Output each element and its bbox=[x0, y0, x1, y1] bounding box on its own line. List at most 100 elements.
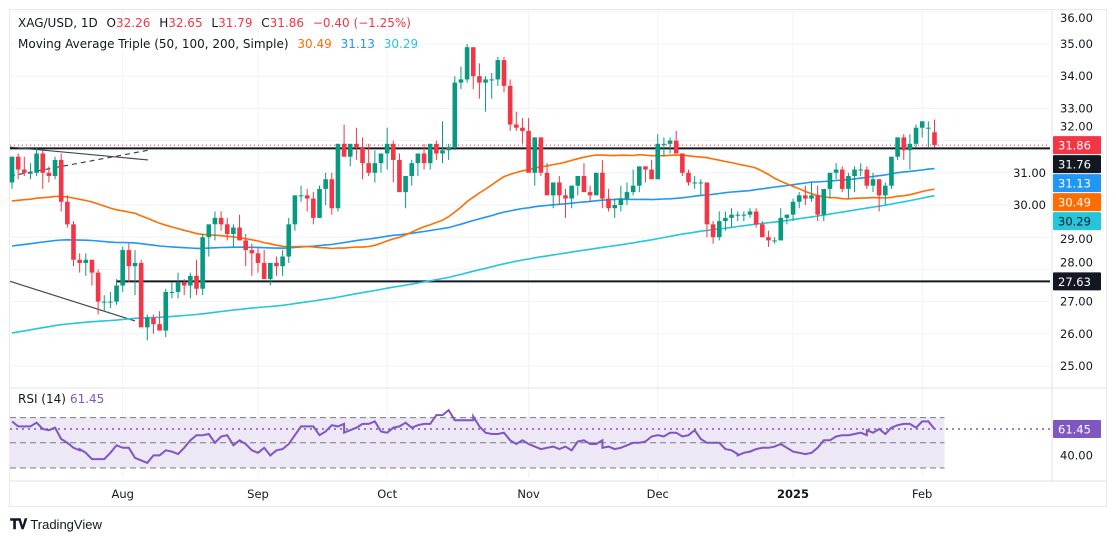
candle bbox=[673, 130, 679, 154]
candle-body bbox=[809, 195, 814, 199]
candle-body bbox=[846, 176, 851, 189]
candle bbox=[483, 76, 488, 112]
candle bbox=[237, 214, 242, 241]
symbol-label[interactable]: XAG/USD, 1D bbox=[18, 16, 98, 30]
candle bbox=[360, 137, 365, 180]
candle bbox=[46, 166, 52, 183]
candle-body bbox=[440, 150, 445, 154]
candle bbox=[434, 140, 439, 160]
candle bbox=[870, 172, 876, 193]
candle bbox=[587, 185, 593, 202]
brand-label: TradingView bbox=[30, 517, 102, 532]
candle bbox=[741, 211, 747, 222]
candle-body bbox=[434, 143, 439, 154]
chart-frame bbox=[9, 9, 1107, 507]
candle bbox=[77, 253, 82, 273]
candle-body bbox=[514, 124, 519, 128]
candle-body bbox=[489, 79, 494, 81]
tradingview-brand[interactable]: 𝐓𝐕 TradingView bbox=[10, 516, 102, 533]
candle bbox=[163, 288, 169, 338]
candle bbox=[83, 253, 89, 276]
candle bbox=[563, 188, 568, 218]
candle bbox=[661, 137, 667, 157]
candle-body bbox=[212, 217, 218, 225]
candle-body bbox=[698, 182, 704, 184]
candle bbox=[600, 159, 605, 209]
candle bbox=[329, 172, 335, 215]
candle bbox=[34, 147, 39, 177]
candle-body bbox=[790, 201, 796, 215]
candle-body bbox=[464, 47, 470, 80]
candle bbox=[864, 166, 870, 189]
candle-body bbox=[716, 221, 722, 238]
candle bbox=[22, 156, 27, 177]
close-label: C bbox=[261, 16, 270, 30]
candle-body bbox=[587, 192, 593, 196]
candle bbox=[846, 172, 851, 199]
candle-body bbox=[901, 137, 907, 151]
candle bbox=[446, 143, 451, 160]
candle bbox=[606, 188, 611, 212]
candle-body bbox=[710, 224, 716, 238]
candle bbox=[126, 243, 132, 283]
candle-body bbox=[89, 259, 95, 273]
candle-body bbox=[723, 217, 728, 222]
candle bbox=[9, 156, 15, 189]
candle bbox=[157, 311, 162, 331]
candle bbox=[261, 250, 267, 280]
candle-body bbox=[28, 172, 33, 174]
candle bbox=[753, 208, 759, 228]
ohlc-low: L31.79 bbox=[211, 16, 252, 30]
price-tag: 31.86 bbox=[1053, 136, 1101, 155]
ma-title[interactable]: Moving Average Triple (50, 100, 200, Sim… bbox=[18, 37, 289, 51]
candle-body bbox=[864, 169, 870, 186]
candle-body bbox=[255, 253, 261, 263]
rsi-title[interactable]: RSI (14) bbox=[18, 392, 66, 406]
price-tag: 31.76 bbox=[1053, 155, 1101, 174]
candle bbox=[630, 169, 636, 196]
candle-body bbox=[249, 250, 255, 254]
candle bbox=[618, 185, 624, 212]
candle-body bbox=[421, 153, 427, 164]
candle bbox=[778, 208, 784, 241]
close-value: 31.86 bbox=[269, 16, 305, 30]
high-value: 32.65 bbox=[168, 16, 203, 30]
candle-body bbox=[280, 256, 285, 267]
rsi-tag-label: 61.45 bbox=[1058, 422, 1091, 436]
ma100-line bbox=[11, 167, 935, 250]
candle-body bbox=[532, 137, 538, 173]
candle bbox=[366, 143, 371, 177]
candle-body bbox=[163, 291, 169, 331]
price-tag: 31.13 bbox=[1053, 174, 1101, 193]
candle-body bbox=[606, 198, 611, 209]
candle bbox=[876, 179, 882, 212]
time-tick-label: Feb bbox=[912, 487, 932, 501]
rsi-value-tag: 61.45 bbox=[1053, 419, 1101, 438]
price-tick-label: 30.00 bbox=[1013, 198, 1046, 212]
candle-body bbox=[778, 217, 784, 241]
candle bbox=[593, 172, 599, 196]
price-tag: 27.63 bbox=[1053, 272, 1101, 291]
price-tag-bg bbox=[1053, 193, 1101, 212]
candle-body bbox=[483, 79, 488, 83]
candle bbox=[335, 143, 341, 212]
rsi-line bbox=[11, 408, 936, 465]
candle-body bbox=[200, 237, 205, 289]
candle bbox=[643, 166, 648, 183]
candle-body bbox=[667, 140, 673, 144]
candle bbox=[803, 185, 808, 205]
price-tick-label: 36.00 bbox=[1060, 11, 1093, 25]
candle bbox=[760, 221, 765, 238]
price-tick-label: 31.00 bbox=[1013, 166, 1046, 180]
candle-body bbox=[9, 156, 15, 183]
price-tick-label: 32.00 bbox=[1060, 120, 1093, 134]
candle bbox=[716, 211, 722, 241]
candle bbox=[501, 56, 507, 93]
price-tick-label: 33.00 bbox=[1060, 101, 1093, 115]
candle-body bbox=[630, 185, 636, 193]
price-tags: 31.86 31.76 31.13 30.49 30.29 27.63 61.45 bbox=[1053, 136, 1101, 438]
candle-body bbox=[46, 172, 52, 177]
ohlc-high: H32.65 bbox=[159, 16, 202, 30]
high-label: H bbox=[159, 16, 169, 30]
